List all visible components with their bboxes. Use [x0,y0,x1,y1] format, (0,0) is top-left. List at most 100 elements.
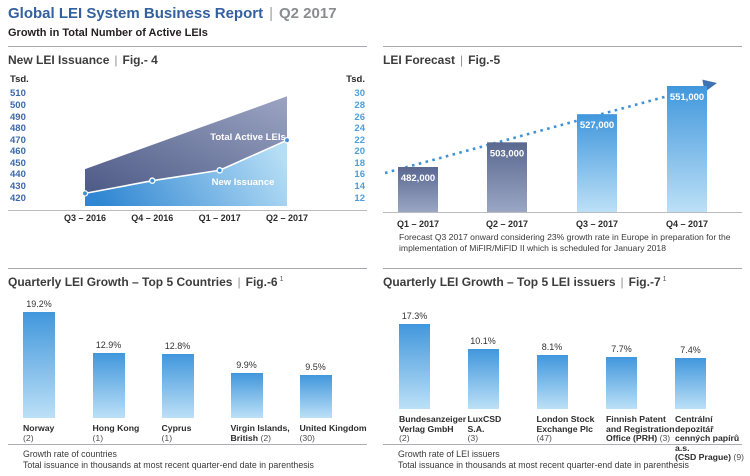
fig4-left-tick: 440 [10,169,26,181]
fig5-bar-chart: 482,000 503,000 527,000 551,000 [383,79,742,213]
growth-bar [536,355,568,409]
data-point-marker [216,167,223,174]
report-subtitle: Growth in Total Number of Active LEIs [8,27,208,39]
fig4-right-tick: 12 [354,192,365,204]
forecast-bar-value: 527,000 [580,120,614,131]
fig7-section: Quarterly LEI Growth – Top 5 LEI issuers… [383,268,745,476]
growth-bar-value: 12.8% [164,340,191,351]
forecast-bar [667,85,707,212]
growth-bar [675,357,706,409]
growth-bar [606,356,637,409]
fig4-left-tick: 490 [10,111,26,123]
fig4-area-chart: Total Active LEIs New Issuance [8,96,367,211]
fig4-right-tick: 14 [354,180,365,192]
fig5-fig-label: Fig.-5 [468,53,501,67]
category-label: Centrální depozitář cenných papírů a.s. (C… [675,414,745,463]
fig4-right-tick: 18 [354,157,365,169]
fig6-fig-label: Fig.-6 [245,275,278,289]
new-issuance-line [84,139,288,195]
fig7-footer-line1: Growth rate of LEI issuers [398,449,500,459]
forecast-bar-value: 551,000 [670,92,704,103]
fig4-right-tick: 28 [354,100,365,112]
fig7-fig-label: Fig.-7 [628,275,661,289]
growth-bar [161,353,194,418]
total-active-leis-label: Total Active LEIs [210,132,286,143]
fig4-right-tick: 16 [354,169,365,181]
fig4-right-axis-unit: Tsd. [346,74,365,85]
fig4-x-label: Q1 – 2017 [198,213,241,223]
fig4-left-tick: 460 [10,146,26,158]
forecast-bar-value: 482,000 [401,173,435,184]
fig6-footer-line2: Total issuance in thousands at most rece… [23,460,314,470]
category-label: Finnish Patent and Registration Office (PR… [606,414,675,444]
fig4-left-axis-unit: Tsd. [10,74,29,85]
fig4-left-tick: 420 [10,192,26,204]
growth-bar [230,372,263,418]
category-label: Bundesanzeiger Verlag GmbH (2) [399,414,467,444]
fig4-left-tick: 480 [10,123,26,135]
category-label: Virgin Islands, British (2) [230,423,290,443]
growth-bar-value: 12.9% [95,340,122,351]
fig6-divider [8,444,367,445]
fig7-title-text: Quarterly LEI Growth – Top 5 LEI issuers [383,275,616,289]
fig4-x-label: Q4 – 2016 [131,213,174,223]
growth-bar [299,375,332,418]
data-point-marker [81,190,89,197]
growth-bar-value: 8.1% [541,342,563,353]
fig4-right-tick: 26 [354,111,365,123]
fig4-right-tick: 22 [354,134,365,146]
fig4-fig-label: Fig.- 4 [122,53,158,67]
fig5-x-label: Q2 – 2017 [485,219,529,229]
data-point-marker [283,136,291,144]
growth-bar-value: 17.3% [401,311,428,322]
fig4-right-tick: 20 [354,146,365,158]
fig4-section: New LEI Issuance | Fig.- 4 Tsd. Tsd. 510 50… [8,46,367,226]
forecast-bar [398,167,438,212]
forecast-bar-value: 503,000 [490,148,524,159]
fig5-section-title: LEI Forecast | Fig.-5 [383,53,502,67]
fig5-title-separator: | [460,53,464,67]
report-period: Q2 2017 [278,5,337,22]
fig7-divider [383,444,742,445]
fig6-section-title: Quarterly LEI Growth – Top 5 Countries | F… [8,275,284,289]
category-label: Hong Kong (1) [92,423,140,443]
category-label: Norway (2) [23,423,55,443]
growth-bar [399,324,430,409]
fig4-x-label: Q2 – 2017 [265,213,309,223]
fig6-footnote-marker: 1 [279,276,284,283]
new-issuance-area [85,140,287,206]
fig5-x-label: Q4 – 2017 [665,219,709,229]
fig7-footer-line2: Total issuance in thousands at most rece… [398,460,689,470]
fig5-section: LEI Forecast | Fig.-5 482,000 503,000 527,00… [383,46,742,260]
growth-bar-value: 9.5% [305,362,326,373]
fig4-right-tick: 24 [354,123,365,135]
growth-bar-value: 7.4% [680,344,701,355]
new-issuance-label: New Issuance [212,177,275,188]
fig7-section-title: Quarterly LEI Growth – Top 5 LEI issuers… [383,275,667,289]
fig4-right-tick: 30 [354,88,365,100]
fig6-section: Quarterly LEI Growth – Top 5 Countries | F… [8,268,367,476]
fig4-left-tick: 470 [10,134,26,146]
fig5-footnote: Forecast Q3 2017 onward considering 23% … [399,232,731,254]
data-point-marker [149,177,156,184]
growth-bar-value: 7.7% [611,343,632,354]
forecast-bar [487,142,527,212]
fig5-x-label: Q1 – 2017 [396,219,440,229]
report-title-main: Global LEI System Business Report [8,5,264,22]
growth-bar-value: 19.2% [26,299,52,310]
fig4-left-tick: 500 [10,100,26,112]
fig4-title-text: New LEI Issuance [8,53,110,67]
growth-bar [92,353,125,418]
fig4-left-tick: 510 [10,88,26,100]
fig7-title-separator: | [620,275,624,289]
fig6-title-text: Quarterly LEI Growth – Top 5 Countries [8,275,233,289]
fig4-left-tick: 430 [10,180,26,192]
category-label: Cyprus (1) [161,423,192,443]
category-label: LuxCSD S.A. (3) [467,414,502,444]
fig7-footnote-marker: 1 [662,276,667,283]
category-label: London Stock Exchange Plc (47) [536,414,595,444]
fig4-x-label: Q3 – 2016 [63,213,107,223]
fig5-title-text: LEI Forecast [383,53,456,67]
fig5-x-label: Q3 – 2017 [575,219,619,229]
